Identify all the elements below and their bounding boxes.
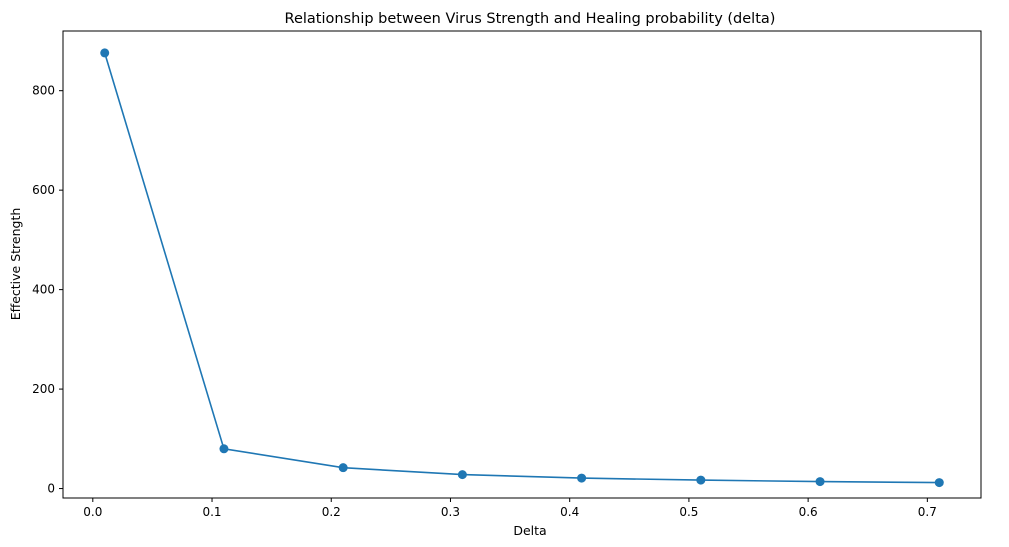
chart-title: Relationship between Virus Strength and … [285,11,776,27]
y-tick-label: 200 [32,382,55,396]
data-point [577,473,587,483]
x-tick-label: 0.5 [679,505,698,519]
y-tick-label: 400 [32,283,55,297]
x-tick-label: 0.4 [560,505,579,519]
x-tick-label: 0.0 [83,505,102,519]
y-tick-label: 800 [32,84,55,98]
x-tick-label: 0.3 [441,505,460,519]
x-tick-label: 0.6 [799,505,818,519]
x-axis-label: Delta [513,523,546,538]
y-axis-label: Effective Strength [8,208,23,321]
x-tick-label: 0.2 [322,505,341,519]
data-point [100,48,110,58]
y-axis: 0 200 400 600 800 [32,84,63,496]
data-point [815,477,825,487]
data-point [219,444,229,454]
plot-area [100,48,944,488]
data-point [338,463,348,473]
plot-frame [62,30,982,499]
series-line [103,52,940,484]
data-point [934,478,944,488]
data-point [696,475,706,485]
x-tick-label: 0.7 [918,505,937,519]
y-tick-label: 0 [47,482,55,496]
x-axis: 0.0 0.1 0.2 0.3 0.4 0.5 0.6 0.7 [83,498,937,519]
data-point [457,470,467,480]
y-tick-label: 600 [32,183,55,197]
x-tick-label: 0.1 [202,505,221,519]
